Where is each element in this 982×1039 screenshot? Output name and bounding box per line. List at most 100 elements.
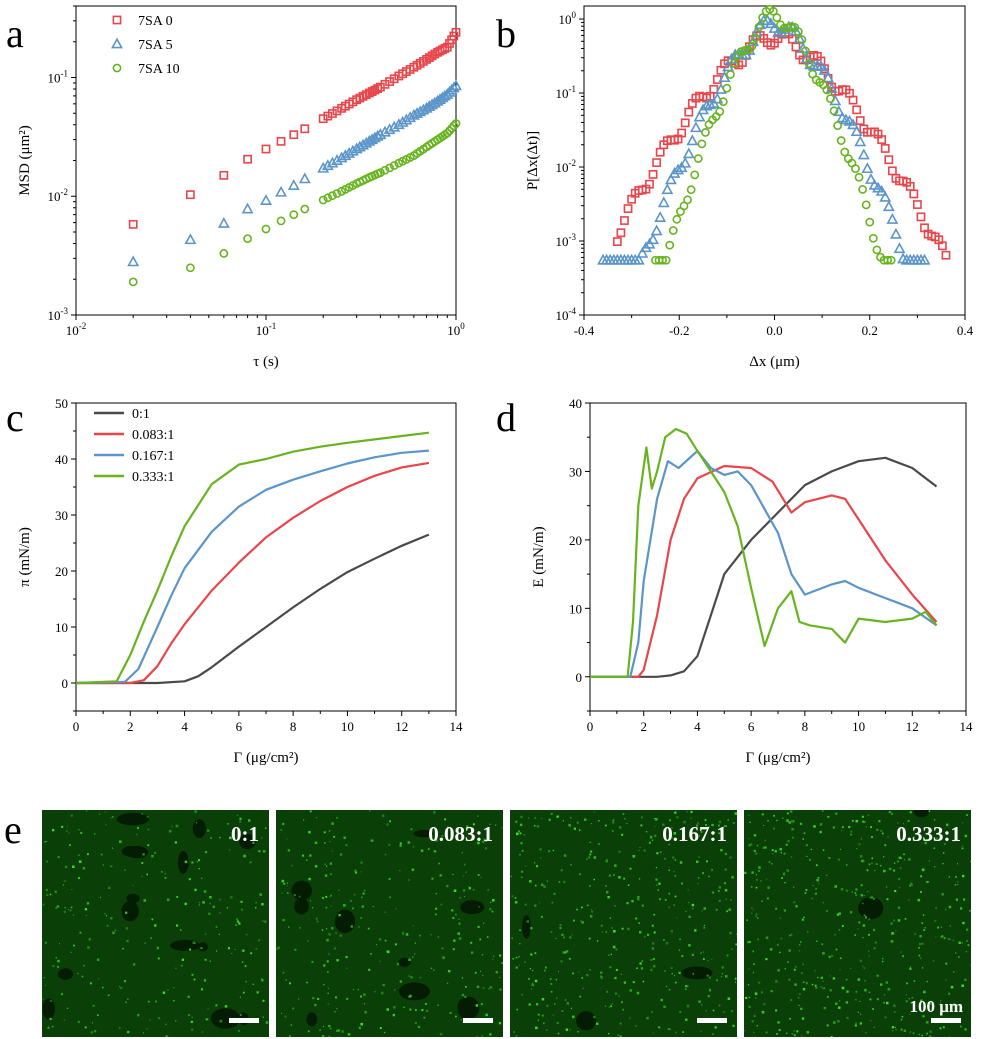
data-point	[318, 114, 328, 124]
speckle	[905, 1000, 908, 1003]
speckle	[455, 1015, 457, 1018]
speckle	[564, 999, 567, 1001]
speckle	[126, 939, 129, 943]
data-point	[804, 59, 814, 68]
speckle	[903, 823, 905, 825]
speckle	[682, 1031, 684, 1033]
speckle	[900, 857, 902, 859]
speckle	[855, 998, 857, 1001]
dark-domain	[192, 819, 206, 838]
speckle	[873, 1026, 875, 1028]
data-point	[385, 163, 394, 173]
speckle	[627, 884, 630, 886]
speckle	[944, 843, 946, 845]
speckle	[44, 941, 47, 944]
speckle	[820, 986, 822, 988]
speckle	[841, 986, 845, 990]
data-point	[693, 110, 706, 122]
data-point	[450, 79, 462, 91]
speckle	[910, 966, 911, 968]
data-point	[321, 159, 334, 171]
speckle	[935, 837, 938, 841]
speckle	[256, 991, 259, 994]
speckle	[541, 818, 543, 820]
speckle	[403, 1006, 405, 1008]
data-point	[645, 179, 654, 189]
speckle	[548, 850, 551, 853]
speckle	[656, 884, 658, 886]
speckle	[478, 906, 480, 908]
data-point	[814, 60, 827, 71]
speckle	[427, 848, 430, 850]
legend-label: 0:1	[132, 407, 150, 422]
speckle	[632, 855, 636, 858]
speckle	[753, 1015, 756, 1017]
tick-label: 10-4	[556, 306, 577, 323]
speckle	[556, 997, 558, 999]
speckle	[639, 931, 642, 934]
speckle	[173, 1000, 175, 1002]
speckle	[569, 936, 572, 939]
tick-label: -0.2	[669, 323, 690, 338]
speckle	[819, 825, 821, 827]
data-point	[877, 135, 887, 144]
speckle	[697, 883, 699, 885]
speckle	[753, 963, 755, 965]
speckle	[790, 933, 793, 936]
speckle	[658, 882, 661, 885]
speckle	[125, 911, 128, 914]
speckle	[629, 989, 633, 992]
speckle	[338, 889, 340, 891]
speckle	[753, 1031, 755, 1034]
speckle	[99, 896, 101, 898]
data-point	[793, 27, 803, 37]
speckle	[408, 879, 410, 881]
speckle	[758, 866, 761, 869]
speckle	[286, 892, 289, 894]
speckle	[841, 830, 843, 832]
speckle	[691, 903, 695, 907]
speckle	[647, 933, 650, 936]
speckle	[105, 824, 107, 826]
speckle	[700, 952, 702, 954]
speckle	[862, 820, 865, 823]
speckle	[779, 917, 782, 919]
speckle	[912, 997, 914, 999]
data-point	[374, 128, 387, 140]
speckle	[701, 1004, 703, 1006]
speckle	[798, 944, 801, 946]
speckle	[949, 938, 951, 940]
speckle	[862, 965, 864, 967]
data-point	[332, 189, 342, 198]
tick-label: 12	[906, 719, 919, 734]
speckle	[709, 988, 711, 990]
speckle	[110, 865, 113, 868]
speckle	[751, 907, 753, 909]
speckle	[338, 914, 341, 917]
dark-domain	[413, 829, 434, 838]
speckle	[878, 820, 881, 823]
tick-label: 100	[559, 10, 577, 27]
data-point	[127, 255, 140, 267]
speckle	[306, 859, 308, 861]
speckle	[229, 849, 231, 851]
speckle	[646, 1016, 649, 1020]
speckle	[947, 938, 950, 941]
legend-label: 0.167:1	[132, 449, 174, 464]
data-point	[886, 212, 899, 224]
speckle	[840, 887, 844, 891]
speckle	[707, 960, 709, 962]
speckle	[868, 955, 870, 957]
speckle	[181, 958, 185, 961]
speckle	[674, 895, 677, 898]
speckle	[872, 1008, 874, 1010]
speckle	[756, 844, 759, 847]
scale-bar	[229, 1018, 259, 1023]
data-point	[661, 255, 671, 265]
speckle	[578, 829, 581, 831]
speckle	[868, 863, 871, 866]
speckle	[904, 918, 907, 920]
speckle	[264, 920, 267, 923]
speckle	[543, 885, 546, 888]
speckle	[826, 996, 829, 998]
